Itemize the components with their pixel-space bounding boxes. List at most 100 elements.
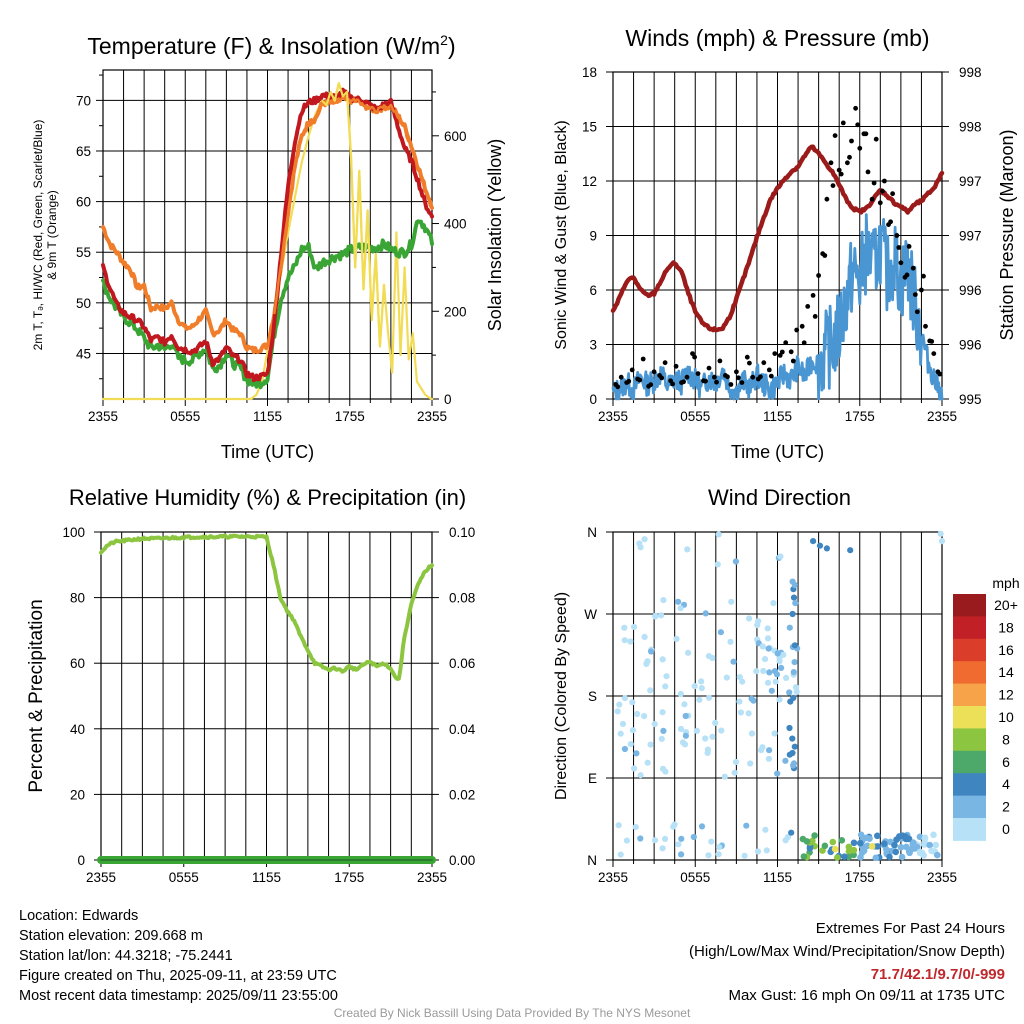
gust-point xyxy=(714,379,719,385)
temp-ytick-label: 45 xyxy=(76,346,91,361)
rh-ylabel: Percent & Precipitation xyxy=(26,599,47,792)
rh-panel-xtick-label: 1755 xyxy=(334,870,364,885)
temp-title: Temperature (F) & Insolation (W/m2) xyxy=(87,32,455,59)
dir-point xyxy=(821,842,829,850)
dir-point xyxy=(615,822,622,829)
dir-point xyxy=(617,730,624,737)
gust-point xyxy=(838,171,844,177)
dir-point xyxy=(723,674,730,681)
dir-point xyxy=(906,849,913,857)
gust-point xyxy=(799,323,805,329)
dir-point xyxy=(799,835,807,843)
dir-point xyxy=(782,837,789,844)
extremes-block: Extremes For Past 24 Hours (High/Low/Max… xyxy=(689,918,1005,1006)
legend-label: 2 xyxy=(1002,799,1010,815)
dir-point xyxy=(705,694,713,701)
dir-point xyxy=(791,659,798,666)
dir-point xyxy=(831,845,839,853)
dir-point xyxy=(938,538,946,545)
gust-point xyxy=(681,379,686,385)
dir-point xyxy=(789,735,796,742)
temp-ytick-label: 55 xyxy=(76,245,91,260)
gust-point xyxy=(788,349,794,355)
solar-ytick-label: 0 xyxy=(444,392,452,407)
dir-point xyxy=(736,674,743,681)
dir-point xyxy=(627,638,634,645)
gust-point xyxy=(768,373,774,379)
legend-swatch xyxy=(953,750,986,774)
wind-title: Winds (mph) & Pressure (mb) xyxy=(625,25,929,51)
dir-point xyxy=(753,668,760,675)
dir-point xyxy=(921,834,929,841)
dir-point xyxy=(698,678,705,685)
rh-ytick-label: 40 xyxy=(70,722,85,737)
dir-point xyxy=(708,838,715,845)
rh-ytick-label: 20 xyxy=(70,787,85,802)
dir-point xyxy=(864,842,871,850)
gust-point xyxy=(790,358,796,364)
dir-point xyxy=(764,625,771,632)
gust-point xyxy=(847,154,852,160)
gust-point xyxy=(869,196,875,202)
dir-point xyxy=(898,853,906,861)
dir-point xyxy=(777,553,784,560)
dir-point xyxy=(629,699,636,706)
dir-point xyxy=(792,600,799,607)
dir-point xyxy=(631,765,638,772)
dir-point xyxy=(746,615,753,622)
dir-point xyxy=(790,694,797,702)
dir-point xyxy=(632,824,639,831)
dir-point xyxy=(671,821,678,828)
pressure-ylabel: Station Pressure (Maroon) xyxy=(997,129,1017,340)
solar-ytick-label: 200 xyxy=(444,304,467,319)
gust-point xyxy=(747,360,752,366)
dir-point xyxy=(678,835,685,842)
solar-ytick-label: 400 xyxy=(444,217,467,232)
legend-label: 4 xyxy=(1002,776,1010,792)
wind-ylabel: Sonic Wind & Gust (Blue, Black) xyxy=(553,120,570,349)
wind-panel-xtick-label: 2355 xyxy=(598,409,628,424)
pressure-ytick-label: 996 xyxy=(959,283,982,298)
dir-point xyxy=(634,710,641,718)
dir-point xyxy=(630,623,638,631)
legend-label: 20+ xyxy=(994,597,1018,613)
dir-point xyxy=(764,679,772,686)
gust-point xyxy=(712,374,717,380)
legend-swatch xyxy=(953,683,986,707)
dir-point xyxy=(937,530,944,537)
dir-point xyxy=(702,735,709,742)
dir-point xyxy=(641,633,648,641)
temp-panel-xtick-label: 2355 xyxy=(88,409,118,424)
precip-ytick-label: 0.08 xyxy=(449,591,475,606)
dir-panel-xtick-label: 2355 xyxy=(598,870,628,885)
pressure-ytick-label: 997 xyxy=(959,229,982,244)
dir-point xyxy=(786,751,793,758)
gust-point xyxy=(794,327,800,333)
dir-point xyxy=(709,733,716,740)
gust-point xyxy=(690,351,695,356)
dir-point xyxy=(913,843,921,851)
dir-point xyxy=(715,851,722,858)
dir-point xyxy=(874,843,881,850)
dir-point xyxy=(691,683,698,690)
dir-point xyxy=(651,721,658,728)
dir-point xyxy=(652,613,659,620)
dir-point xyxy=(717,629,725,636)
dir-point xyxy=(759,744,766,751)
gust-point xyxy=(670,381,675,387)
dir-point xyxy=(790,594,798,601)
dir-point xyxy=(774,650,781,657)
dir-point xyxy=(623,837,631,844)
dir-point xyxy=(644,759,651,766)
gust-point xyxy=(863,131,869,137)
dir-point xyxy=(762,826,769,833)
dir-point xyxy=(621,695,629,702)
legend-swatch xyxy=(953,616,986,640)
dir-point xyxy=(629,727,637,734)
dir-point xyxy=(659,765,667,772)
gust-point xyxy=(618,374,624,380)
max-gust-text: Max Gust: 16 mph On 09/11 at 1735 UTC xyxy=(728,987,1005,1004)
gust-point xyxy=(929,339,935,344)
created-text: Figure created on Thu, 2025-09-11, at 23… xyxy=(19,968,337,984)
dir-point xyxy=(771,730,778,737)
